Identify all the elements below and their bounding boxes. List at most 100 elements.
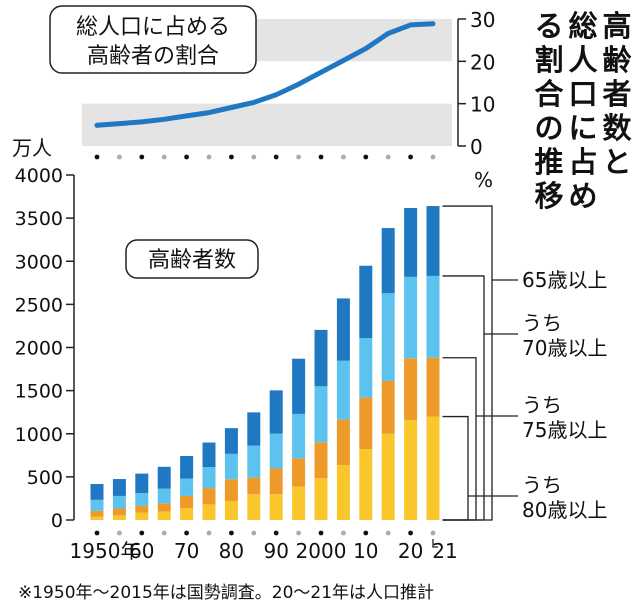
pct-point bbox=[141, 121, 143, 123]
separator-dot bbox=[341, 154, 346, 160]
legend-label: 75歳以上 bbox=[522, 418, 607, 442]
separator-dot bbox=[273, 154, 279, 160]
legend-bracket bbox=[442, 275, 485, 521]
pct-point bbox=[365, 48, 367, 50]
x-tick-label: 10 bbox=[353, 539, 378, 563]
band-0-10 bbox=[82, 103, 452, 146]
pct-point bbox=[298, 83, 300, 85]
separator-dot bbox=[296, 154, 301, 160]
bar-segment bbox=[269, 468, 283, 495]
x-tick-dot bbox=[296, 530, 301, 536]
bar-chart-y-axis: 4000 3500 3000 2500 2000 1500 1000 500 0 bbox=[15, 165, 75, 532]
main-title-char: 高 bbox=[602, 9, 631, 43]
count-tick-label: 1000 bbox=[15, 424, 63, 446]
line-chart-y-axis: 30 20 10 0 bbox=[457, 8, 495, 159]
bar-segment bbox=[359, 338, 373, 398]
bar-segment bbox=[112, 495, 126, 509]
legend-label: うち bbox=[522, 311, 562, 335]
bar-segment bbox=[135, 473, 149, 494]
bar-segment bbox=[292, 458, 306, 487]
bar-segment bbox=[426, 357, 440, 417]
main-title-char: 占 bbox=[568, 145, 597, 179]
separator-dot bbox=[229, 154, 234, 160]
bar-segment bbox=[269, 390, 283, 434]
pct-point bbox=[432, 23, 434, 25]
bar-segment bbox=[292, 358, 306, 414]
pct-point bbox=[186, 115, 188, 117]
separator-dot bbox=[139, 154, 145, 160]
main-title-char: 数 bbox=[602, 111, 632, 145]
separator-dot bbox=[430, 154, 436, 160]
pct-unit-label: % bbox=[474, 168, 493, 192]
pct-tick-label: 10 bbox=[470, 93, 495, 117]
bar-segment bbox=[404, 208, 418, 277]
bar-segment bbox=[426, 416, 440, 520]
bar-segment bbox=[314, 442, 328, 479]
count-tick-label: 1500 bbox=[15, 381, 63, 403]
bar-segment bbox=[112, 515, 126, 520]
x-tick-label: 1950年 bbox=[70, 539, 141, 563]
separator-dot bbox=[184, 154, 190, 160]
legend-label: うち bbox=[522, 473, 562, 497]
bar-segment bbox=[90, 516, 104, 520]
x-tick-dot bbox=[385, 530, 391, 536]
count-title-box bbox=[125, 239, 259, 279]
main-title-char: に bbox=[568, 111, 597, 145]
x-tick-label: 90 bbox=[263, 539, 288, 563]
bar-segment bbox=[336, 360, 350, 420]
count-unit-label: 万人 bbox=[12, 136, 52, 160]
bar-segment bbox=[202, 504, 216, 520]
bar-segment bbox=[247, 477, 261, 495]
pct-tick-label: 0 bbox=[470, 135, 483, 159]
x-tick-dot bbox=[251, 530, 257, 536]
bar-segment bbox=[202, 442, 216, 468]
bar-segment bbox=[381, 293, 395, 381]
legend-label: 65歳以上 bbox=[522, 268, 607, 292]
x-tick-label: 60 bbox=[129, 539, 154, 563]
main-title-char: 推 bbox=[534, 145, 563, 179]
x-tick-label: 2000 bbox=[296, 539, 347, 563]
pct-tick-label: 30 bbox=[470, 8, 495, 32]
separator-dot bbox=[206, 154, 212, 160]
x-tick-label: 20 bbox=[398, 539, 423, 563]
bar-segment bbox=[359, 397, 373, 450]
separator-dot bbox=[161, 154, 167, 160]
bar-segment bbox=[157, 503, 171, 512]
bar-segment bbox=[381, 380, 395, 434]
bar-segment bbox=[224, 500, 238, 520]
main-title-char: の bbox=[534, 111, 563, 145]
pct-title-line2: 高齢者の割合 bbox=[87, 44, 219, 69]
bar-segment bbox=[224, 479, 238, 501]
pct-point bbox=[387, 32, 389, 34]
pct-point bbox=[410, 24, 412, 26]
count-tick-label: 2000 bbox=[15, 338, 63, 360]
x-tick-dot bbox=[161, 530, 167, 536]
x-tick-dot bbox=[206, 530, 212, 536]
x-tick-label: 21 bbox=[432, 539, 457, 563]
pct-series-line bbox=[94, 21, 436, 128]
count-tick-label: 3500 bbox=[15, 208, 63, 230]
count-title: 高齢者数 bbox=[148, 248, 236, 273]
bar-segment bbox=[247, 412, 261, 446]
bar-segment bbox=[112, 508, 126, 516]
bar-segment bbox=[180, 478, 194, 496]
separator-dot bbox=[251, 154, 257, 160]
bar-segment bbox=[404, 419, 418, 520]
bar-segment bbox=[381, 433, 395, 520]
bar-segment bbox=[336, 419, 350, 466]
legend-label: 80歳以上 bbox=[522, 498, 607, 522]
x-tick-dot bbox=[229, 530, 234, 536]
bar-segment bbox=[90, 510, 104, 517]
pct-point bbox=[163, 118, 165, 120]
bar-segment bbox=[224, 428, 238, 454]
count-tick-label: 0 bbox=[51, 510, 63, 532]
bar-segment bbox=[269, 433, 283, 469]
bar-segment bbox=[426, 206, 440, 276]
main-title-char: 齢 bbox=[602, 43, 632, 77]
bar-segment bbox=[404, 276, 418, 359]
bar-segment bbox=[292, 486, 306, 520]
legend-label: 70歳以上 bbox=[522, 336, 607, 360]
bar-segment bbox=[90, 499, 104, 511]
